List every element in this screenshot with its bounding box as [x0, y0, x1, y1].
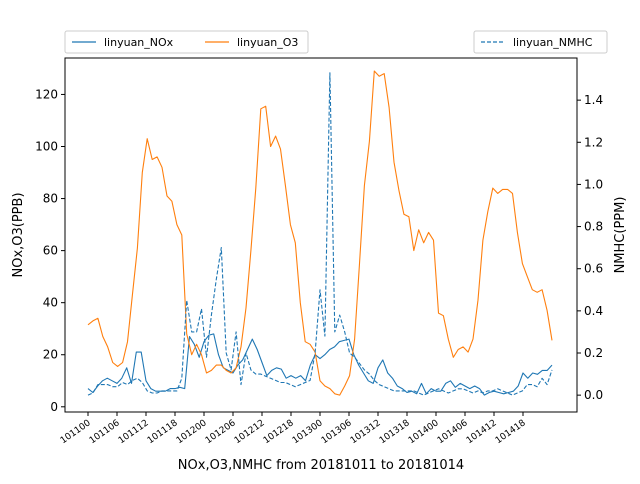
- y-axis-left-label: NOx,O3(PPB): [11, 192, 26, 277]
- x-tick-label: 101400: [407, 418, 441, 446]
- y-left-tick-label: 0: [50, 400, 58, 414]
- legend-left-box: [64, 30, 309, 54]
- x-tick-label: 101100: [59, 418, 93, 446]
- legend-right-box: [473, 30, 608, 54]
- x-tick-label: 101306: [320, 418, 354, 446]
- x-tick-label: 101318: [378, 418, 412, 446]
- y-right-tick-label: 0.8: [584, 220, 603, 234]
- y-right-tick-label: 0.2: [584, 346, 603, 360]
- plot-frame: [64, 57, 578, 413]
- x-axis-label: NOx,O3,NMHC from 20181011 to 20181014: [178, 458, 464, 473]
- x-tick-label: 101200: [175, 418, 209, 446]
- legend-right: linyuan_NMHC: [473, 30, 608, 54]
- ticks-layer: 0 20 40 60 80 100 120 0.0 0.2 0.4 0.6 0.8 1.0 1.2 1.4 1…: [35, 87, 603, 446]
- legend-label-o3: linyuan_O3: [237, 36, 298, 49]
- y-left-tick-label: 20: [43, 348, 58, 362]
- y-right-tick-label: 0.6: [584, 262, 603, 276]
- legend-label-nox: linyuan_NOx: [104, 36, 174, 49]
- y-right-tick-label: 1.0: [584, 177, 603, 191]
- y-right-tick-label: 1.2: [584, 135, 603, 149]
- series-line-linyuan-nox: [87, 333, 553, 396]
- x-tick-label: 101118: [146, 418, 180, 446]
- x-tick-label: 101218: [262, 418, 296, 446]
- x-tick-label: 101212: [233, 418, 267, 446]
- y-left-tick-label: 80: [43, 192, 58, 206]
- series-line-linyuan-nmhc: [87, 72, 553, 396]
- legend-label-nmhc: linyuan_NMHC: [513, 36, 593, 49]
- x-tick-label: 101312: [349, 418, 383, 446]
- x-tick-label: 101106: [88, 418, 122, 446]
- y-right-tick-label: 0.4: [584, 304, 603, 318]
- x-tick-label: 101206: [204, 418, 238, 446]
- y-left-tick-label: 40: [43, 296, 58, 310]
- plot-layer: [87, 70, 553, 396]
- x-tick-label: 101406: [436, 418, 470, 446]
- x-tick-label: 101418: [494, 418, 528, 446]
- y-left-tick-label: 100: [35, 140, 58, 154]
- y-axis-right-label: NMHC(PPM): [613, 197, 628, 274]
- y-right-tick-label: 0.0: [584, 388, 603, 402]
- legend-left: linyuan_NOx linyuan_O3: [64, 30, 309, 54]
- y-left-tick-label: 120: [35, 87, 58, 101]
- x-tick-label: 101112: [117, 418, 151, 446]
- y-right-tick-label: 1.4: [584, 93, 603, 107]
- y-left-tick-label: 60: [43, 244, 58, 258]
- x-tick-label: 101300: [291, 418, 325, 446]
- x-tick-label: 101412: [465, 418, 499, 446]
- series-line-linyuan-o3: [87, 70, 553, 396]
